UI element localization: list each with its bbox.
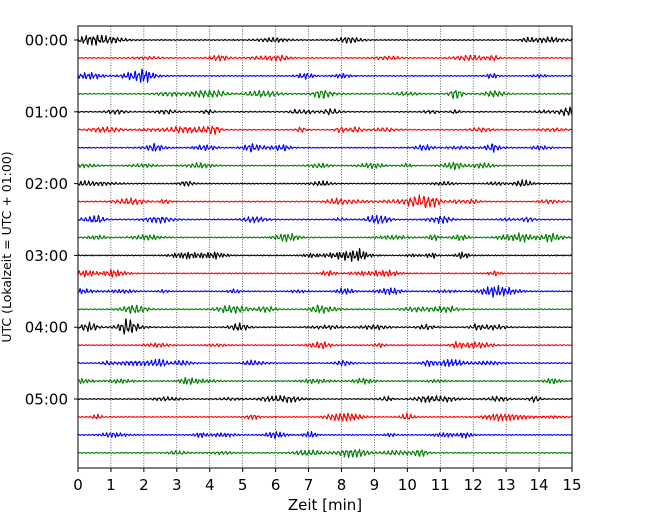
trace-4 <box>77 106 573 117</box>
trace-19 <box>77 376 573 385</box>
x-axis-title: Zeit [min] <box>288 496 362 514</box>
trace-20 <box>77 394 573 404</box>
trace-8 <box>77 179 573 187</box>
y-tick-label-1: 01:00 <box>25 103 68 121</box>
trace-6 <box>77 142 573 153</box>
trace-11 <box>77 232 573 243</box>
x-tick-label-8: 8 <box>337 476 347 494</box>
x-tick-label-10: 10 <box>398 476 417 494</box>
y-tick-label-3: 03:00 <box>25 247 68 265</box>
trace-23 <box>77 448 573 458</box>
trace-10 <box>77 214 573 225</box>
y-tick-label-4: 04:00 <box>25 319 68 337</box>
trace-3 <box>77 89 573 100</box>
trace-7 <box>77 161 573 171</box>
y-tick-label-0: 00:00 <box>25 32 68 50</box>
y-axis-title: UTC (Lokalzeit = UTC + 01:00) <box>0 151 14 342</box>
x-tick-label-4: 4 <box>205 476 215 494</box>
trace-16 <box>77 318 573 335</box>
trace-13 <box>77 269 573 278</box>
x-tick-label-13: 13 <box>497 476 516 494</box>
trace-22 <box>77 430 573 439</box>
trace-18 <box>77 358 573 368</box>
y-axis-ticks: 00:00 01:00 02:00 03:00 04:00 05:00 <box>25 32 78 409</box>
y-tick-label-5: 05:00 <box>25 391 68 409</box>
trace-5 <box>77 125 573 136</box>
trace-2 <box>77 68 573 83</box>
x-tick-label-2: 2 <box>139 476 149 494</box>
trace-1 <box>77 54 573 62</box>
x-tick-label-14: 14 <box>530 476 549 494</box>
trace-12 <box>77 247 573 263</box>
x-tick-label-11: 11 <box>431 476 450 494</box>
x-tick-label-0: 0 <box>73 476 83 494</box>
x-tick-label-7: 7 <box>304 476 314 494</box>
trace-17 <box>77 340 573 350</box>
trace-9 <box>77 194 573 209</box>
trace-15 <box>77 304 573 314</box>
x-tick-label-6: 6 <box>271 476 281 494</box>
x-tick-label-12: 12 <box>464 476 483 494</box>
x-axis-ticks: 0 1 2 3 4 5 6 7 8 9 10 11 12 13 14 15 <box>73 468 582 494</box>
y-tick-label-2: 02:00 <box>25 175 68 193</box>
x-tick-label-5: 5 <box>238 476 248 494</box>
plot-background <box>78 26 572 468</box>
x-tick-label-15: 15 <box>562 476 581 494</box>
plot-frame <box>77 25 573 469</box>
seismogram-traces <box>77 34 573 458</box>
x-tick-label-3: 3 <box>172 476 182 494</box>
trace-0 <box>77 34 573 46</box>
x-tick-label-1: 1 <box>106 476 116 494</box>
trace-14 <box>77 284 573 298</box>
trace-21 <box>77 412 573 422</box>
x-tick-label-9: 9 <box>370 476 380 494</box>
vertical-grid <box>110 26 540 468</box>
